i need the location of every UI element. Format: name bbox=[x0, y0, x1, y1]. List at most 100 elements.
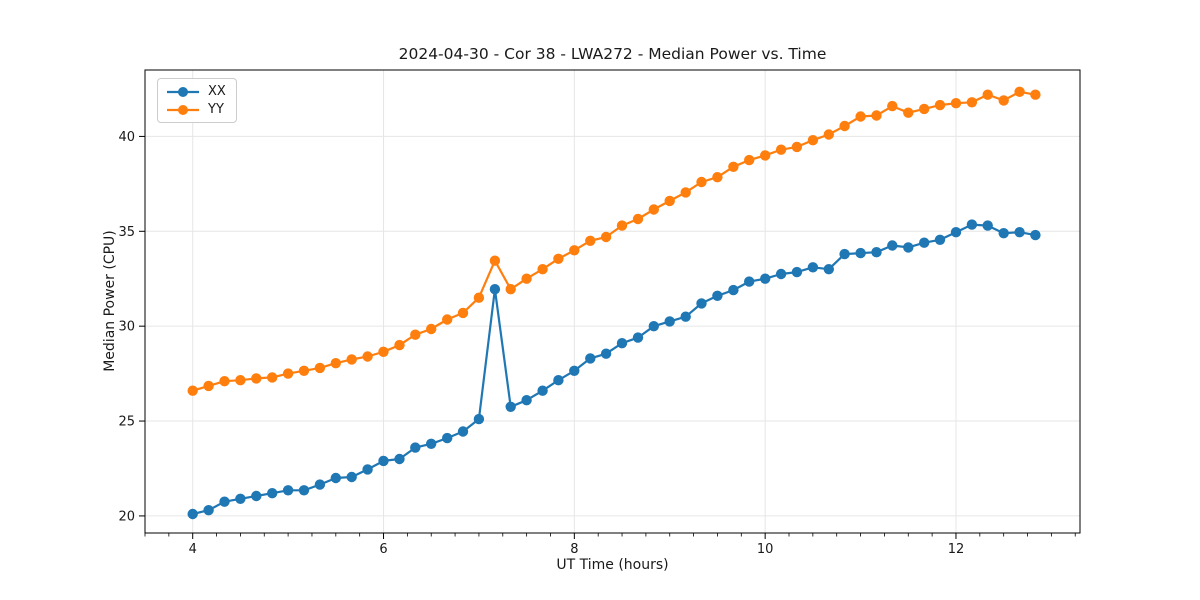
series-yy-marker bbox=[378, 346, 389, 357]
series-xx-marker bbox=[839, 248, 850, 260]
series-yy-marker bbox=[569, 245, 580, 256]
series-yy-marker bbox=[219, 376, 230, 387]
series-yy-marker bbox=[855, 111, 866, 122]
series-yy-marker bbox=[521, 273, 532, 284]
series-xx-marker bbox=[775, 268, 787, 280]
series-xx-marker bbox=[934, 234, 946, 245]
series-yy-marker bbox=[919, 103, 930, 115]
series-yy-marker bbox=[648, 204, 659, 215]
series-yy-marker bbox=[457, 307, 469, 319]
series-yy-marker bbox=[505, 284, 516, 295]
series-yy-marker bbox=[982, 89, 993, 100]
series-yy-marker bbox=[791, 141, 803, 153]
series-yy-marker bbox=[1014, 86, 1025, 98]
series-yy-marker bbox=[346, 354, 357, 365]
series-yy-marker bbox=[839, 120, 850, 132]
series-xx-marker bbox=[807, 262, 819, 273]
series-xx-marker bbox=[537, 385, 548, 396]
series-xx-marker bbox=[950, 227, 962, 238]
series-yy-marker bbox=[553, 253, 564, 264]
series-xx-marker bbox=[696, 298, 707, 309]
series-xx-marker bbox=[998, 228, 1009, 239]
series-yy-marker bbox=[235, 375, 246, 386]
series-xx-marker bbox=[664, 316, 675, 327]
series-xx-marker bbox=[982, 220, 993, 231]
series-xx-marker bbox=[203, 505, 214, 516]
series-xx-marker bbox=[553, 375, 564, 386]
y-tick-label: 25 bbox=[118, 415, 135, 430]
series-yy-marker bbox=[775, 144, 787, 155]
series-xx-marker bbox=[521, 395, 532, 406]
series-yy-marker bbox=[934, 99, 946, 111]
series-yy-marker bbox=[744, 154, 755, 166]
series-yy-marker bbox=[330, 358, 341, 369]
series-xx-marker bbox=[410, 442, 421, 453]
series-yy-marker bbox=[298, 365, 310, 376]
series-yy-marker bbox=[950, 98, 962, 109]
x-tick-label: 10 bbox=[757, 542, 774, 557]
series-yy-marker bbox=[664, 195, 675, 207]
series-xx-marker bbox=[489, 284, 501, 295]
series-xx-marker bbox=[569, 365, 580, 376]
series-yy-marker bbox=[203, 380, 214, 392]
series-xx-marker bbox=[903, 242, 914, 253]
series-xx-marker bbox=[457, 426, 469, 437]
series-yy-marker bbox=[394, 339, 405, 351]
y-tick-label: 35 bbox=[118, 225, 135, 240]
series-yy-marker bbox=[267, 372, 278, 383]
series-yy-marker bbox=[632, 213, 644, 225]
legend-label-xx: XX bbox=[208, 84, 226, 99]
series-xx-marker bbox=[1030, 229, 1041, 241]
series-xx-marker bbox=[744, 276, 755, 287]
series-yy-marker bbox=[473, 292, 485, 303]
legend-label-yy: YY bbox=[208, 102, 224, 117]
series-xx-marker bbox=[728, 284, 739, 296]
series-yy-marker bbox=[903, 107, 914, 118]
series-xx-marker bbox=[600, 348, 612, 359]
legend: XX YY bbox=[157, 78, 237, 123]
legend-item-xx: XX bbox=[166, 84, 226, 99]
series-xx-marker bbox=[648, 321, 659, 332]
series-xx-marker bbox=[473, 413, 485, 425]
y-axis-label: Median Power (CPU) bbox=[102, 230, 118, 372]
series-xx-marker bbox=[282, 485, 294, 496]
series-yy-marker bbox=[585, 235, 596, 246]
series-yy-marker bbox=[1030, 89, 1041, 100]
series-xx-marker bbox=[632, 332, 644, 343]
plot-frame bbox=[144, 69, 1081, 534]
series-yy-marker bbox=[314, 362, 326, 374]
series-xx-marker bbox=[346, 471, 357, 483]
x-tick-label: 12 bbox=[948, 542, 965, 557]
series-xx-marker bbox=[442, 432, 453, 444]
legend-line-xx-icon bbox=[167, 86, 199, 97]
series-yy-marker bbox=[426, 323, 437, 335]
series-yy-marker bbox=[442, 314, 453, 325]
y-tick-label: 20 bbox=[118, 509, 135, 524]
series-yy-marker bbox=[251, 373, 262, 384]
series-xx-marker bbox=[1014, 227, 1025, 238]
legend-line-yy-icon bbox=[167, 104, 199, 115]
series-xx-marker bbox=[712, 290, 723, 301]
series-yy-marker bbox=[998, 95, 1009, 106]
series-yy-marker bbox=[680, 187, 691, 198]
y-tick-label: 30 bbox=[118, 320, 135, 335]
series-yy-marker bbox=[362, 351, 373, 362]
y-tick-label: 40 bbox=[118, 130, 135, 145]
series-xx-marker bbox=[394, 453, 405, 465]
series-xx-marker bbox=[251, 490, 262, 502]
series-yy-marker bbox=[728, 161, 739, 172]
series-xx-marker bbox=[616, 338, 628, 349]
series-xx-marker bbox=[760, 273, 771, 284]
series-yy-marker bbox=[760, 150, 771, 161]
series-xx-marker bbox=[267, 488, 278, 499]
series-xx-marker bbox=[919, 237, 930, 248]
series-xx-marker bbox=[219, 496, 230, 507]
series-xx-marker bbox=[378, 455, 389, 467]
series-xx-marker bbox=[871, 247, 882, 258]
series-xx-marker bbox=[887, 240, 898, 251]
series-xx-marker bbox=[823, 264, 834, 275]
series-xx-marker bbox=[505, 401, 516, 412]
series-yy-marker bbox=[410, 329, 421, 340]
x-axis-label: UT Time (hours) bbox=[556, 557, 669, 573]
